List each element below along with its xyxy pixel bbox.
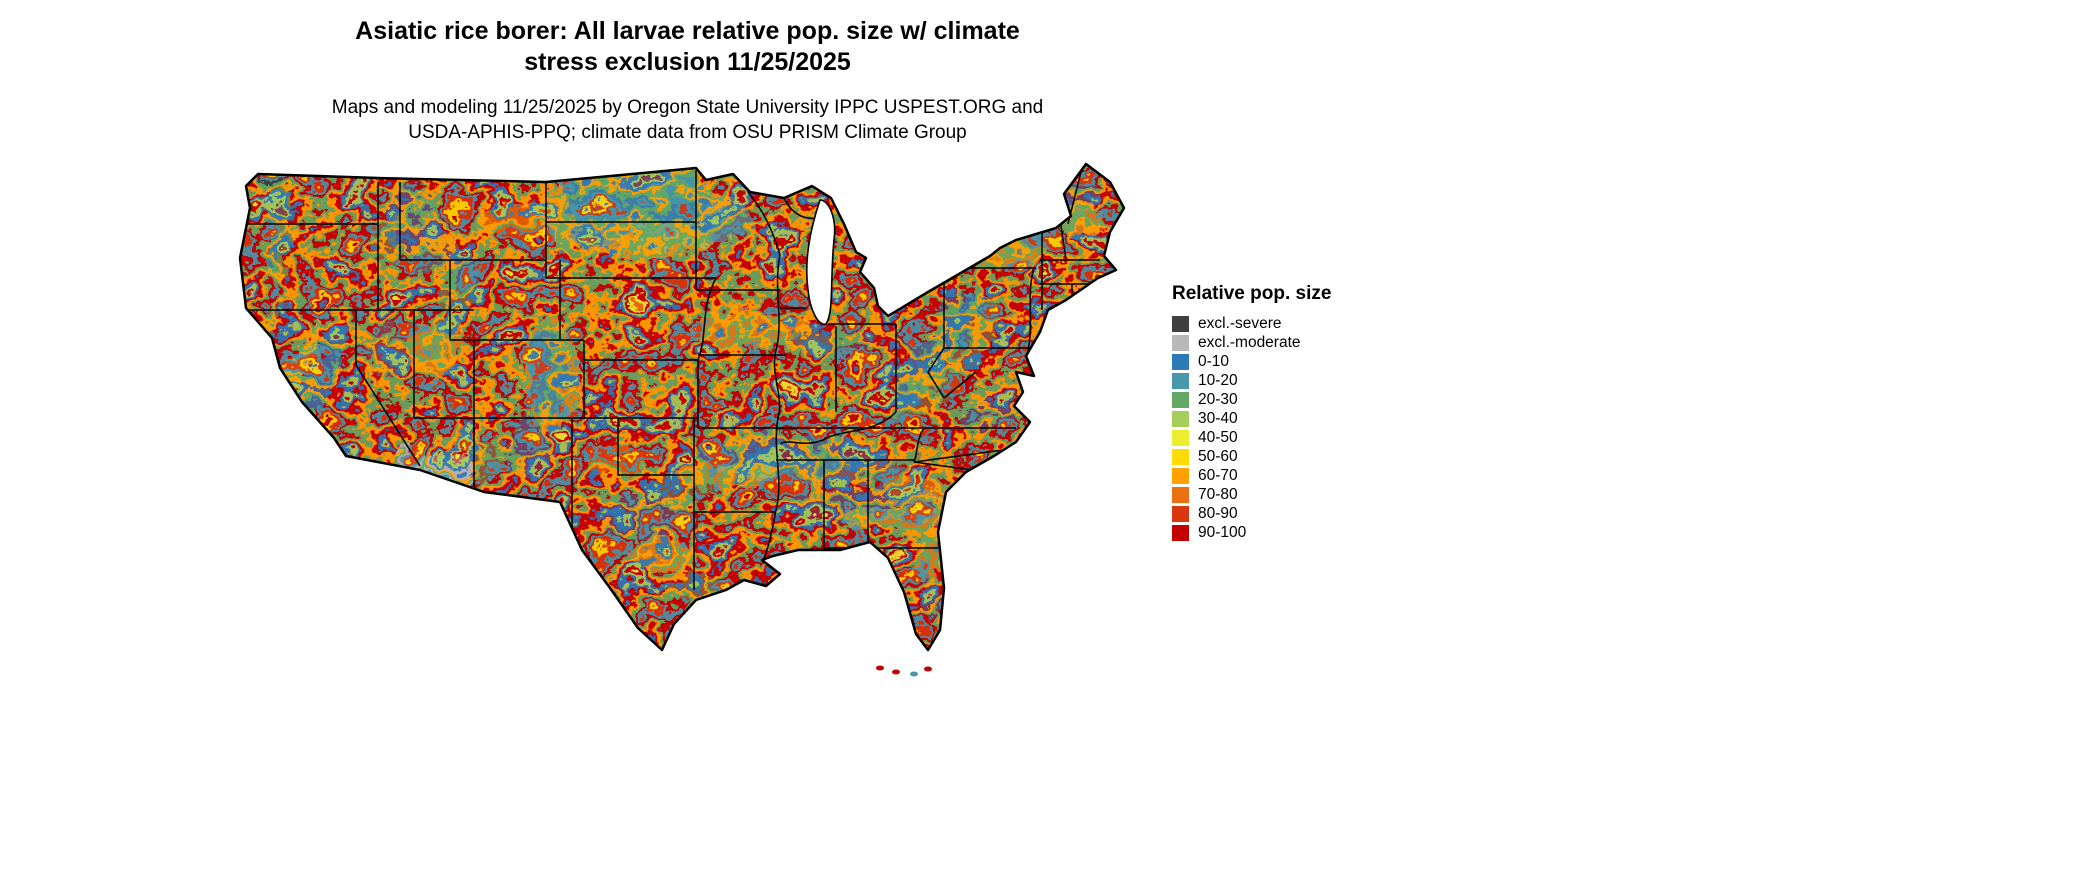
legend-swatch: [1172, 448, 1189, 465]
legend-row: excl.-moderate: [1172, 333, 1331, 352]
subtitle-line-2: USDA-APHIS-PPQ; climate data from OSU PR…: [408, 122, 967, 144]
legend-row: excl.-severe: [1172, 314, 1331, 333]
lake-michigan: [805, 199, 836, 325]
legend-row: 10-20: [1172, 371, 1331, 390]
page-title-line-2: stress exclusion 11/25/2025: [524, 48, 851, 76]
legend-row: 80-90: [1172, 504, 1331, 523]
legend-label: 0-10: [1198, 352, 1230, 370]
legend-swatch: [1172, 315, 1189, 332]
us-choropleth-map: [238, 162, 1126, 677]
legend-row: 90-100: [1172, 523, 1331, 542]
legend-label: 70-80: [1198, 485, 1238, 503]
legend: Relative pop. size excl.-severe excl.-mo…: [1172, 283, 1331, 542]
legend-row: 20-30: [1172, 390, 1331, 409]
legend-swatch: [1172, 486, 1189, 503]
legend-swatch: [1172, 372, 1189, 389]
legend-swatch: [1172, 334, 1189, 351]
legend-row: 40-50: [1172, 428, 1331, 447]
legend-label: 40-50: [1198, 428, 1238, 446]
map-figure: [228, 160, 1140, 690]
legend-swatch: [1172, 410, 1189, 427]
legend-row: 60-70: [1172, 466, 1331, 485]
legend-label: excl.-moderate: [1198, 333, 1301, 351]
legend-label: 80-90: [1198, 504, 1238, 522]
legend-row: 70-80: [1172, 485, 1331, 504]
legend-row: 0-10: [1172, 352, 1331, 371]
subtitle: Maps and modeling 11/25/2025 by Oregon S…: [230, 95, 1145, 146]
header: Asiatic rice borer: All larvae relative …: [230, 16, 1145, 146]
page-title-line-1: Asiatic rice borer: All larvae relative …: [355, 17, 1020, 45]
legend-label: 90-100: [1198, 523, 1247, 541]
legend-label: excl.-severe: [1198, 314, 1282, 332]
legend-swatch: [1172, 391, 1189, 408]
legend-row: 50-60: [1172, 447, 1331, 466]
legend-swatch: [1172, 467, 1189, 484]
legend-swatch: [1172, 429, 1189, 446]
legend-label: 30-40: [1198, 409, 1238, 427]
legend-row: 30-40: [1172, 409, 1331, 428]
legend-swatch: [1172, 353, 1189, 370]
legend-label: 20-30: [1198, 390, 1238, 408]
florida-keys: [876, 665, 932, 677]
legend-label: 10-20: [1198, 371, 1238, 389]
legend-swatch: [1172, 505, 1189, 522]
legend-label: 60-70: [1198, 466, 1238, 484]
legend-title: Relative pop. size: [1172, 283, 1332, 304]
legend-swatch: [1172, 524, 1189, 541]
subtitle-line-1: Maps and modeling 11/25/2025 by Oregon S…: [331, 97, 1044, 118]
legend-label: 50-60: [1198, 447, 1238, 465]
